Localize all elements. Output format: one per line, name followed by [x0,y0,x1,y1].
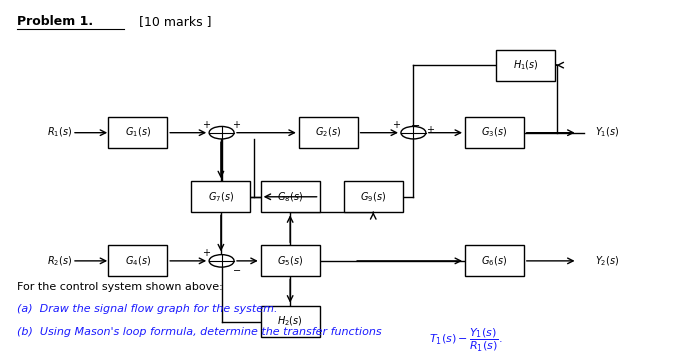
Text: $-$: $-$ [232,264,242,274]
Text: (b)  Using Mason's loop formula, determine the transfer functions: (b) Using Mason's loop formula, determin… [17,327,385,337]
Text: $G_6(s)$: $G_6(s)$ [482,254,507,268]
FancyBboxPatch shape [465,245,524,277]
Circle shape [209,126,234,139]
Text: $H_2(s)$: $H_2(s)$ [277,315,303,328]
FancyBboxPatch shape [261,181,320,212]
Text: [10 marks ]: [10 marks ] [131,15,211,28]
FancyBboxPatch shape [496,49,555,81]
Text: $Y_1(s)$: $Y_1(s)$ [595,126,619,139]
Text: $G_8(s)$: $G_8(s)$ [277,190,303,204]
Text: $R_1(s)$: $R_1(s)$ [47,126,72,139]
Text: $R_2(s)$: $R_2(s)$ [47,254,72,268]
Text: $G_7(s)$: $G_7(s)$ [208,190,234,204]
FancyBboxPatch shape [108,245,168,277]
Text: $G_9(s)$: $G_9(s)$ [360,190,386,204]
Text: $-$: $-$ [410,119,419,129]
Text: $+$: $+$ [426,124,435,135]
Text: $G_2(s)$: $G_2(s)$ [315,126,341,139]
FancyBboxPatch shape [465,117,524,148]
Circle shape [209,255,234,267]
FancyBboxPatch shape [299,117,357,148]
Text: $H_1(s)$: $H_1(s)$ [513,58,538,72]
Text: (a)  Draw the signal flow graph for the system.: (a) Draw the signal flow graph for the s… [17,304,277,314]
Text: $G_5(s)$: $G_5(s)$ [277,254,303,268]
Text: For the control system shown above:: For the control system shown above: [17,282,223,292]
Text: $+$: $+$ [232,119,242,130]
FancyBboxPatch shape [261,306,320,337]
Text: $G_4(s)$: $G_4(s)$ [125,254,151,268]
FancyBboxPatch shape [108,117,168,148]
Text: $+$: $+$ [202,119,211,130]
Circle shape [401,126,426,139]
Text: $G_1(s)$: $G_1(s)$ [125,126,151,139]
FancyBboxPatch shape [191,181,251,212]
FancyBboxPatch shape [344,181,403,212]
Text: Problem 1.: Problem 1. [17,15,93,28]
FancyBboxPatch shape [261,245,320,277]
Text: $+$: $+$ [392,119,401,130]
Text: $Y_2(s)$: $Y_2(s)$ [595,254,619,268]
Text: $T_1(s) - \dfrac{Y_1(s)}{R_1(s)}.$: $T_1(s) - \dfrac{Y_1(s)}{R_1(s)}.$ [429,327,502,354]
Text: $G_3(s)$: $G_3(s)$ [482,126,507,139]
Text: $+$: $+$ [202,247,211,258]
